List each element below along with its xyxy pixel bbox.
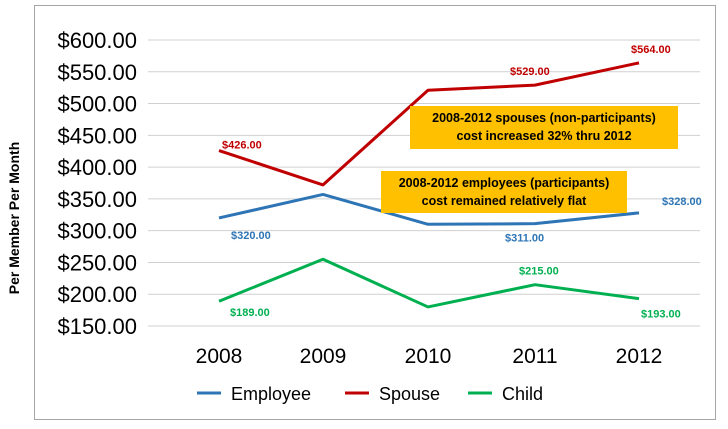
spouse-data-label: $529.00	[510, 66, 550, 78]
data-labels: $320.00 $311.00 $328.00 $426.00 $529.00 $564.…	[222, 44, 702, 321]
y-tick-label: $350.00	[57, 187, 137, 212]
x-tick-label: 2009	[300, 345, 347, 368]
employee-data-label: $311.00	[505, 233, 544, 245]
legend-label: Spouse	[379, 384, 440, 404]
legend-entry-child: Child	[468, 384, 543, 404]
y-tick-label: $250.00	[57, 250, 137, 275]
y-tick-label: $450.00	[57, 123, 137, 148]
x-axis-ticks: 2008 2009 2010 2011 2012	[196, 345, 663, 368]
spouse-line	[218, 61, 640, 187]
employee-data-label: $320.00	[231, 230, 271, 242]
x-tick-label: 2011	[512, 345, 557, 368]
y-tick-label: $550.00	[57, 60, 137, 85]
child-data-label: $215.00	[519, 266, 559, 278]
legend-label: Employee	[231, 384, 311, 404]
legend-entry-spouse: Spouse	[345, 384, 440, 404]
x-tick-label: 2012	[616, 345, 663, 368]
y-tick-label: $200.00	[57, 282, 137, 307]
employee-line	[218, 192, 640, 226]
employee-annotation-line-1: 2008-2012 employees (participants)	[398, 176, 610, 190]
child-line	[218, 257, 640, 309]
legend-entry-employee: Employee	[197, 384, 311, 404]
employee-data-label: $328.00	[662, 196, 702, 208]
y-tick-label: $300.00	[57, 219, 137, 244]
spouse-annotation: 2008-2012 spouses (non-participants) cos…	[410, 106, 678, 149]
employee-annotation: 2008-2012 employees (participants) cost …	[381, 171, 627, 213]
series-lines	[218, 61, 640, 309]
x-tick-label: 2008	[196, 345, 243, 368]
spouse-data-label: $426.00	[222, 140, 262, 152]
legend: Employee Spouse Child	[197, 384, 543, 404]
spouse-data-label: $564.00	[631, 44, 671, 56]
y-tick-label: $500.00	[57, 92, 137, 117]
employee-annotation-line-2: cost remained relatively flat	[421, 194, 587, 208]
child-data-label: $193.00	[641, 309, 681, 321]
y-axis-ticks: $150.00 $200.00 $250.00 $300.00 $350.00 $400.…	[57, 28, 137, 339]
spouse-annotation-line-1: 2008-2012 spouses (non-participants)	[432, 111, 656, 125]
y-tick-label: $150.00	[57, 314, 137, 339]
legend-label: Child	[502, 384, 543, 404]
y-tick-label: $400.00	[57, 155, 137, 180]
x-tick-label: 2010	[405, 345, 452, 368]
spouse-annotation-line-2: cost increased 32% thru 2012	[456, 129, 632, 143]
child-data-label: $189.00	[230, 307, 270, 319]
y-axis-label: Per Member Per Month	[6, 142, 22, 294]
y-tick-label: $600.00	[57, 28, 137, 53]
